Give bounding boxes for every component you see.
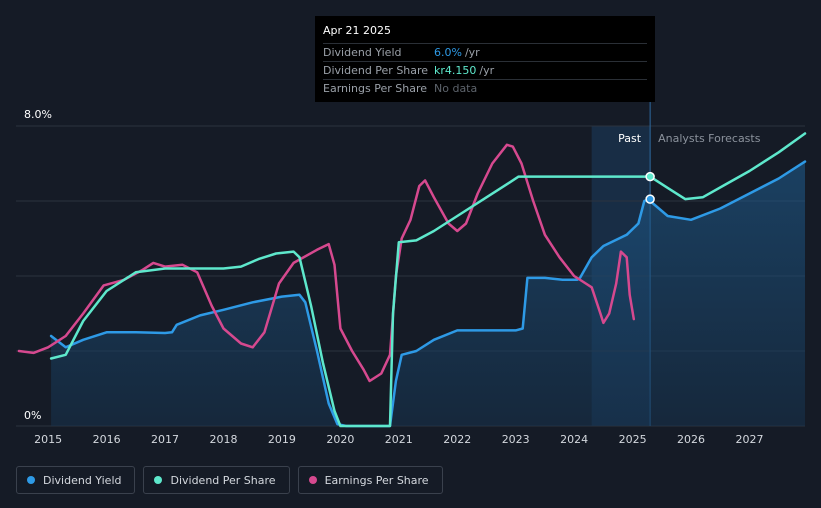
legend-item-dividend-yield[interactable]: Dividend Yield bbox=[16, 466, 136, 494]
tooltip-label: Dividend Yield bbox=[323, 46, 402, 59]
legend-dot-icon bbox=[154, 476, 163, 484]
x-tick-label: 2016 bbox=[93, 433, 121, 446]
x-tick-label: 2023 bbox=[502, 433, 530, 446]
tooltip-value: kr4.150 bbox=[434, 64, 477, 77]
tooltip-label: Dividend Per Share bbox=[323, 64, 429, 77]
x-tick-label: 2026 bbox=[677, 433, 705, 446]
legend-label: Earnings Per Share bbox=[324, 473, 429, 487]
tooltip-row-dividend-per-share: Dividend Per Share kr4.150 /yr bbox=[323, 61, 647, 79]
tooltip-unit: /yr bbox=[479, 64, 495, 77]
x-tick-label: 2017 bbox=[151, 433, 179, 446]
tooltip-label: Earnings Per Share bbox=[323, 82, 428, 95]
x-tick-label: 2022 bbox=[443, 433, 471, 446]
tooltip-value: No data bbox=[434, 82, 478, 95]
x-tick-label: 2024 bbox=[560, 433, 588, 446]
legend-item-dividend-per-share[interactable]: Dividend Per Share bbox=[143, 466, 290, 494]
tooltip-date: Apr 21 2025 bbox=[323, 24, 392, 37]
dividend-yield-area bbox=[51, 161, 806, 426]
x-tick-label: 2019 bbox=[268, 433, 296, 446]
legend-label: Dividend Yield bbox=[43, 473, 122, 487]
tooltip-unit: /yr bbox=[464, 46, 480, 59]
x-tick-label: 2027 bbox=[735, 433, 763, 446]
forecast-label: Analysts Forecasts bbox=[658, 132, 761, 145]
tooltip: Apr 21 2025 Dividend Yield 6.0% /yr Divi… bbox=[315, 16, 655, 102]
x-tick-label: 2015 bbox=[34, 433, 62, 446]
legend-dot-icon bbox=[27, 476, 35, 484]
tooltip-row-earnings-per-share: Earnings Per Share No data bbox=[323, 79, 647, 97]
dividend-yield-marker bbox=[645, 194, 655, 204]
legend-label: Dividend Per Share bbox=[170, 473, 276, 487]
dividend-per-share-line bbox=[49, 132, 807, 428]
y-tick-label: 8.0% bbox=[24, 108, 52, 121]
past-label: Past bbox=[618, 132, 642, 145]
x-tick-label: 2020 bbox=[326, 433, 354, 446]
x-tick-label: 2021 bbox=[385, 433, 413, 446]
y-tick-label: 0% bbox=[24, 409, 41, 422]
legend-item-earnings-per-share[interactable]: Earnings Per Share bbox=[297, 466, 443, 494]
tooltip-row-dividend-yield: Dividend Yield 6.0% /yr bbox=[323, 43, 647, 61]
tooltip-value: 6.0% bbox=[434, 46, 462, 59]
dividend-per-share-marker bbox=[645, 171, 655, 182]
legend: Dividend Yield Dividend Per Share Earnin… bbox=[16, 466, 451, 494]
legend-dot-icon bbox=[308, 476, 317, 484]
x-tick-label: 2025 bbox=[619, 433, 647, 446]
x-tick-label: 2018 bbox=[209, 433, 237, 446]
